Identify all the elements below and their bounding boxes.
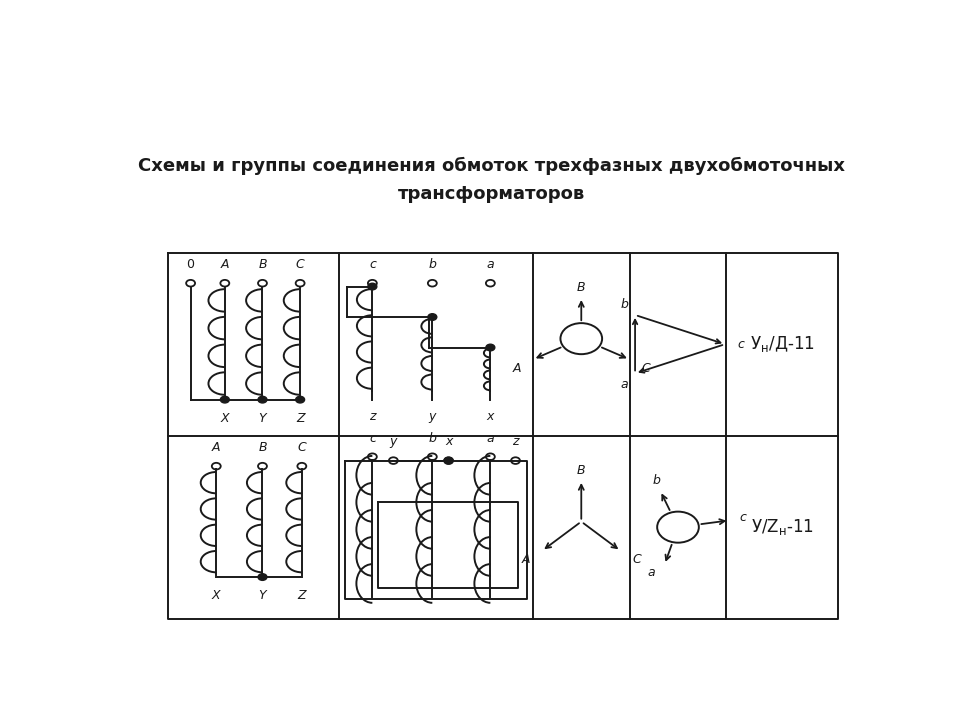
- Circle shape: [296, 396, 304, 403]
- Text: Y: Y: [258, 412, 266, 425]
- Circle shape: [486, 344, 494, 351]
- Text: У/Z$_\mathregular{н}$-11: У/Z$_\mathregular{н}$-11: [751, 517, 814, 537]
- Text: B: B: [577, 464, 586, 477]
- Text: x: x: [487, 410, 494, 423]
- Text: b: b: [428, 258, 436, 271]
- Text: a: a: [487, 431, 494, 444]
- Text: Z: Z: [298, 589, 306, 602]
- Text: трансформаторов: трансформаторов: [398, 185, 586, 203]
- Circle shape: [221, 396, 229, 403]
- Text: a: a: [487, 258, 494, 271]
- Text: C: C: [641, 362, 650, 375]
- Text: A: A: [221, 258, 229, 271]
- Text: B: B: [258, 441, 267, 454]
- Text: C: C: [296, 258, 304, 271]
- Text: b: b: [653, 474, 660, 487]
- Text: X: X: [212, 589, 221, 602]
- Text: c: c: [737, 338, 744, 351]
- Text: B: B: [577, 281, 586, 294]
- Text: У$_\mathregular{н}$/Д-11: У$_\mathregular{н}$/Д-11: [750, 334, 814, 354]
- Text: b: b: [428, 431, 436, 444]
- Text: C: C: [633, 554, 641, 567]
- Circle shape: [444, 457, 453, 464]
- Text: y: y: [429, 410, 436, 423]
- Text: Y: Y: [258, 589, 266, 602]
- Text: Z: Z: [296, 412, 304, 425]
- Text: C: C: [298, 441, 306, 454]
- Text: c: c: [369, 431, 375, 444]
- Text: c: c: [369, 258, 375, 271]
- Text: x: x: [444, 436, 452, 449]
- Text: A: A: [521, 554, 530, 567]
- Text: a: a: [621, 378, 629, 391]
- Circle shape: [428, 314, 437, 320]
- Text: c: c: [739, 511, 746, 524]
- Text: b: b: [621, 297, 629, 310]
- Text: A: A: [212, 441, 221, 454]
- Text: B: B: [258, 258, 267, 271]
- Circle shape: [258, 574, 267, 580]
- Text: X: X: [221, 412, 229, 425]
- Text: z: z: [369, 410, 375, 423]
- Text: 0: 0: [186, 258, 195, 271]
- Circle shape: [258, 396, 267, 403]
- Text: z: z: [513, 436, 518, 449]
- Text: Схемы и группы соединения обмоток трехфазных двухобмоточных: Схемы и группы соединения обмоток трехфа…: [138, 157, 846, 175]
- Text: y: y: [390, 436, 397, 449]
- Circle shape: [368, 283, 377, 290]
- Text: a: a: [647, 567, 655, 580]
- Text: A: A: [513, 362, 521, 375]
